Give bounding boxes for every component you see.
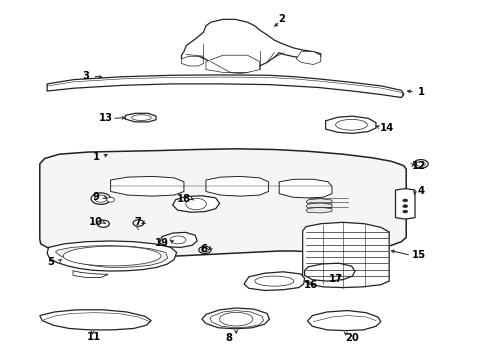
Text: 17: 17: [328, 274, 343, 284]
Polygon shape: [159, 232, 197, 247]
Text: 13: 13: [99, 113, 113, 123]
Text: 6: 6: [200, 244, 207, 254]
Text: 14: 14: [380, 123, 394, 133]
Polygon shape: [206, 55, 260, 72]
Polygon shape: [111, 176, 184, 196]
Text: 1: 1: [417, 87, 424, 97]
Text: 10: 10: [89, 217, 103, 227]
Polygon shape: [125, 113, 156, 122]
Text: 15: 15: [412, 250, 425, 260]
Polygon shape: [303, 222, 389, 288]
Polygon shape: [210, 311, 264, 328]
Polygon shape: [306, 203, 332, 209]
Ellipse shape: [97, 220, 109, 227]
Polygon shape: [206, 176, 269, 196]
Text: 16: 16: [304, 280, 318, 290]
Ellipse shape: [416, 161, 425, 166]
Text: 3: 3: [83, 71, 90, 81]
Ellipse shape: [170, 236, 186, 244]
Polygon shape: [296, 51, 321, 64]
Text: 7: 7: [134, 217, 141, 227]
Polygon shape: [181, 56, 203, 66]
Polygon shape: [244, 272, 305, 291]
Polygon shape: [279, 179, 332, 198]
Text: 5: 5: [47, 257, 54, 267]
Ellipse shape: [186, 198, 206, 210]
Ellipse shape: [403, 199, 408, 202]
Polygon shape: [40, 149, 406, 257]
Polygon shape: [172, 196, 220, 212]
Text: 11: 11: [86, 332, 100, 342]
Text: 8: 8: [226, 333, 233, 343]
Polygon shape: [395, 189, 415, 219]
Text: 1: 1: [93, 152, 99, 162]
Text: 19: 19: [155, 238, 169, 248]
Polygon shape: [55, 246, 168, 267]
Ellipse shape: [107, 197, 115, 202]
Polygon shape: [306, 199, 332, 204]
Ellipse shape: [63, 246, 161, 266]
Ellipse shape: [336, 120, 368, 130]
Text: 20: 20: [345, 333, 359, 343]
Ellipse shape: [132, 115, 151, 121]
Text: 2: 2: [278, 14, 285, 24]
Polygon shape: [326, 116, 376, 134]
Ellipse shape: [414, 159, 428, 168]
Polygon shape: [181, 19, 321, 73]
Ellipse shape: [91, 193, 111, 204]
Ellipse shape: [95, 195, 107, 202]
Polygon shape: [73, 271, 108, 278]
Ellipse shape: [199, 246, 211, 253]
Polygon shape: [305, 263, 355, 281]
Ellipse shape: [220, 312, 253, 326]
Polygon shape: [40, 310, 151, 330]
Text: 4: 4: [417, 186, 424, 197]
Text: 9: 9: [93, 192, 99, 202]
Polygon shape: [47, 241, 176, 271]
Polygon shape: [308, 311, 381, 330]
Polygon shape: [47, 75, 404, 98]
Polygon shape: [306, 207, 332, 213]
Polygon shape: [202, 308, 270, 329]
Text: 18: 18: [177, 194, 191, 204]
Ellipse shape: [403, 210, 408, 213]
Ellipse shape: [403, 205, 408, 208]
Ellipse shape: [255, 276, 294, 286]
Text: 12: 12: [412, 161, 425, 171]
Ellipse shape: [133, 220, 144, 226]
Ellipse shape: [201, 248, 209, 252]
